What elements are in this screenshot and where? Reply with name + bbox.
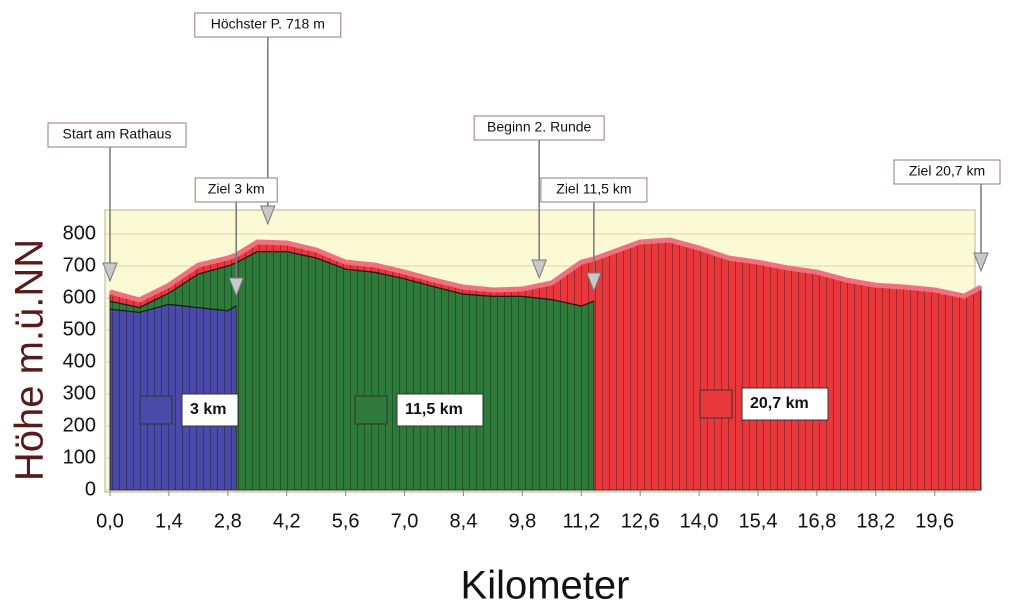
y-tick-label: 800 [63, 222, 96, 244]
annotation-box [194, 177, 278, 203]
legend-swatch [139, 395, 173, 425]
callout-marker [102, 262, 118, 283]
legend-box [396, 393, 484, 427]
x-tick-label: 7,0 [391, 510, 419, 532]
legend-label: 11,5 km [405, 401, 463, 418]
y-tick-label: 600 [63, 286, 96, 308]
legend-box [741, 387, 829, 421]
annotation-box [540, 177, 648, 203]
x-tick-label: 16,8 [797, 510, 836, 532]
x-tick-label: 0,0 [96, 510, 124, 532]
legend-label: 3 km [190, 401, 226, 418]
callout-marker [531, 259, 547, 280]
annotation-box [893, 159, 1001, 185]
area-texture [110, 304, 237, 490]
y-tick-label: 200 [63, 414, 96, 436]
area-line [109, 303, 237, 314]
y-tick-label: 100 [63, 446, 96, 468]
annotation: Ziel 11,5 km [556, 181, 631, 197]
x-tick-label: 18,2 [856, 510, 895, 532]
y-tick-label: 500 [63, 318, 96, 340]
x-tick-label: 2,8 [214, 510, 242, 532]
x-tick-label: 14,0 [680, 510, 719, 532]
x-tick-label: 19,6 [915, 510, 954, 532]
annotation: Start am Rathaus [63, 126, 172, 142]
y-axis-label: Höhe m.ü.NN [8, 239, 52, 481]
callout-marker [973, 252, 989, 273]
callout-marker [586, 272, 602, 293]
callout-marker [228, 277, 244, 298]
annotation-box [194, 12, 342, 38]
annotation-box [47, 122, 187, 148]
x-tick-label: 9,8 [508, 510, 536, 532]
y-tick-label: 400 [63, 350, 96, 372]
x-tick-label: 8,4 [450, 510, 478, 532]
callout-marker [260, 205, 276, 226]
x-tick-label: 15,4 [739, 510, 778, 532]
x-tick-label: 5,6 [332, 510, 360, 532]
legend-swatch [354, 395, 388, 425]
legend-box [181, 393, 239, 427]
area-line [109, 237, 983, 303]
x-tick-label: 12,6 [621, 510, 660, 532]
legend-label: 20,7 km [750, 395, 809, 412]
y-tick-label: 0 [85, 478, 96, 500]
legend-swatch [699, 389, 733, 419]
annotation: Beginn 2. Runde [487, 119, 592, 135]
x-tick-label: 1,4 [155, 510, 183, 532]
y-tick-label: 300 [63, 382, 96, 404]
x-axis-label: Kilometer [461, 564, 630, 608]
x-tick-label: 4,2 [273, 510, 301, 532]
x-tick-label: 11,2 [563, 510, 600, 532]
annotation: Höchster P. 718 m [211, 16, 325, 32]
area-line [109, 251, 595, 309]
y-tick-label: 700 [63, 254, 96, 276]
annotation: Ziel 20,7 km [909, 163, 985, 179]
annotation-box [473, 115, 605, 141]
annotation: Ziel 3 km [208, 181, 265, 197]
